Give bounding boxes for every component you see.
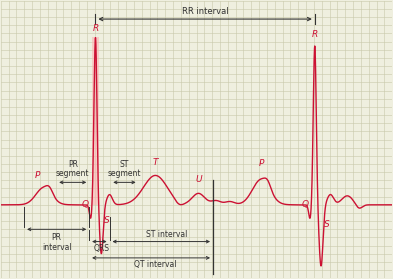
Text: R: R xyxy=(92,23,99,33)
Text: R: R xyxy=(312,30,318,39)
Text: PR
segment: PR segment xyxy=(56,160,90,178)
Text: QT interval: QT interval xyxy=(134,260,176,269)
Text: Q: Q xyxy=(301,200,309,209)
Text: P: P xyxy=(259,159,264,168)
Text: PR
interval: PR interval xyxy=(42,234,72,252)
Text: Q: Q xyxy=(82,200,89,209)
Text: U: U xyxy=(195,175,202,184)
Text: P: P xyxy=(35,170,40,179)
Text: T: T xyxy=(152,158,158,167)
Bar xyxy=(92,37,99,205)
Text: QRS: QRS xyxy=(94,244,109,253)
Text: S: S xyxy=(324,220,329,229)
Text: ST interval: ST interval xyxy=(147,230,188,239)
Text: ST
segment: ST segment xyxy=(108,160,141,178)
Text: RR interval: RR interval xyxy=(182,7,228,16)
Text: S: S xyxy=(104,216,109,225)
